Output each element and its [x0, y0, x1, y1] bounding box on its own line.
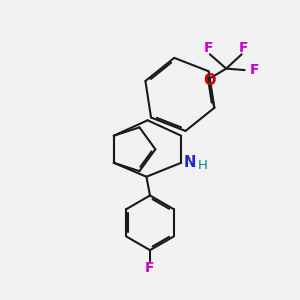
Text: H: H: [198, 159, 208, 172]
Text: F: F: [204, 41, 213, 55]
Text: F: F: [249, 63, 259, 77]
Text: F: F: [238, 41, 248, 55]
Text: N: N: [183, 155, 196, 170]
Text: O: O: [204, 73, 216, 88]
Text: F: F: [145, 261, 155, 275]
